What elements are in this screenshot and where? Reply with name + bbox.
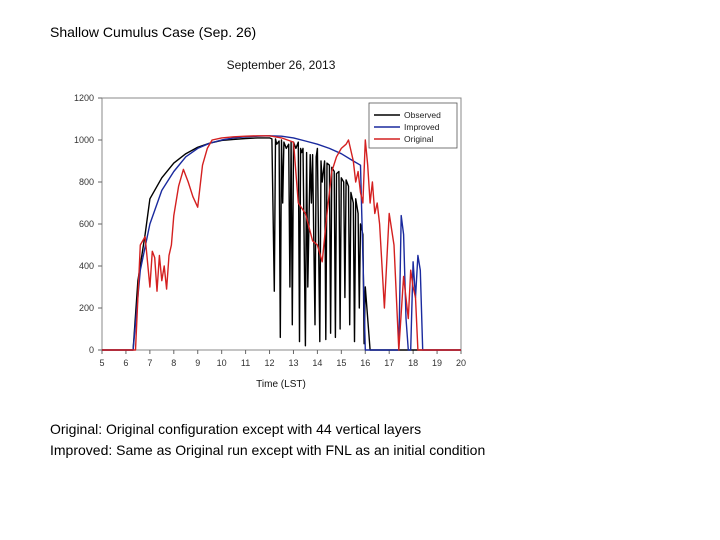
y-tick-label: 200	[79, 303, 94, 313]
caption-original: Original: Original configuration except …	[50, 421, 422, 437]
legend: Observed Improved Original	[368, 102, 458, 149]
x-tick-label: 9	[195, 358, 200, 368]
y-axis: 0 200 400 600 800 1000 1200	[74, 93, 102, 355]
x-axis-label: Time (LST)	[256, 379, 306, 390]
y-tick-label: 400	[79, 261, 94, 271]
x-tick-label: 14	[312, 358, 322, 368]
x-tick-label: 19	[432, 358, 442, 368]
slide-title: Shallow Cumulus Case (Sep. 26)	[50, 24, 257, 40]
x-tick-label: 16	[360, 358, 370, 368]
y-tick-label: 800	[79, 177, 94, 187]
x-tick-label: 20	[456, 358, 466, 368]
series-line-improved	[102, 135, 461, 351]
legend-label-original: Original	[404, 134, 433, 144]
x-tick-label: 11	[241, 358, 250, 368]
chart-title: September 26, 2013	[227, 58, 336, 72]
x-tick-label: 18	[408, 358, 418, 368]
x-tick-label: 17	[384, 358, 394, 368]
series-line-observed	[102, 137, 461, 351]
x-tick-label: 13	[288, 358, 298, 368]
y-tick-label: 0	[89, 345, 94, 355]
legend-label-improved: Improved	[404, 122, 440, 132]
y-tick-label: 1200	[74, 93, 94, 103]
x-tick-label: 5	[99, 358, 104, 368]
caption-improved: Improved: Same as Original run except wi…	[50, 442, 486, 458]
x-tick-label: 12	[265, 358, 275, 368]
x-tick-label: 6	[123, 358, 128, 368]
y-tick-label: 600	[79, 219, 94, 229]
x-tick-label: 7	[147, 358, 152, 368]
x-tick-label: 10	[217, 358, 227, 368]
y-tick-label: 1000	[74, 135, 94, 145]
legend-label-observed: Observed	[404, 110, 441, 120]
x-axis: 5 6 7 8 9 10 11 12 13 14 15 16 17 18 19 20	[99, 350, 466, 368]
x-tick-label: 8	[171, 358, 176, 368]
x-tick-label: 15	[336, 358, 346, 368]
series-line-original	[102, 135, 461, 351]
series-lines	[102, 135, 461, 351]
legend-box	[368, 102, 458, 149]
